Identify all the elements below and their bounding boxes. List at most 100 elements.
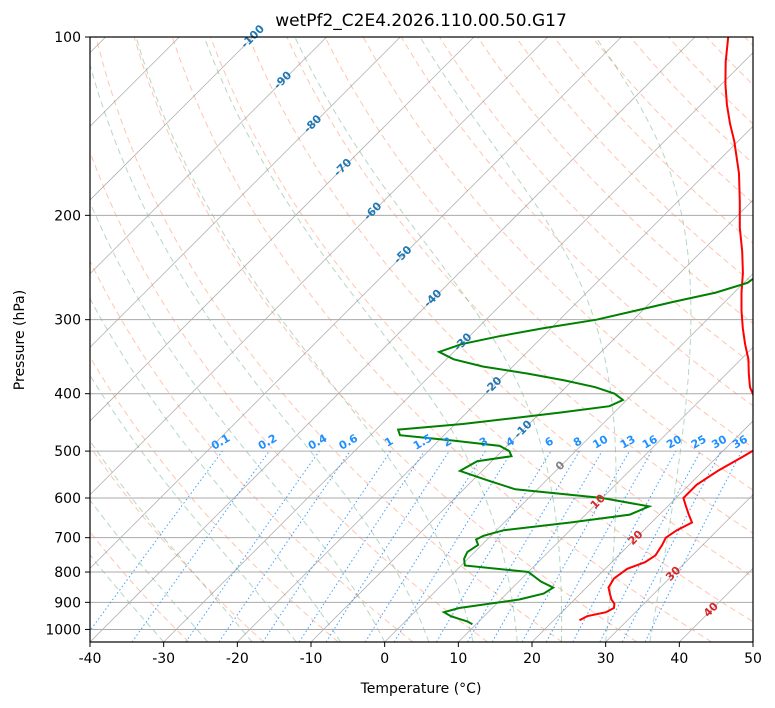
dewpoint-line: [396, 277, 753, 626]
x-tick-label: -20: [226, 651, 249, 667]
dry-adiabat: [171, 37, 712, 642]
mixing-ratio-label: 8: [571, 435, 584, 450]
mixing-ratio-label: 6: [543, 434, 556, 449]
dry-adiabat: [668, 37, 753, 125]
y-tick-label: 200: [54, 208, 81, 224]
isotherm-line: [90, 37, 254, 201]
mixing-ratio-label: 1.5: [411, 432, 434, 453]
moist-adiabat: [294, 37, 563, 642]
x-tick-label: -40: [79, 651, 102, 667]
mixing-ratio-label: 0.1: [209, 432, 232, 453]
dry-adiabat: [515, 37, 753, 284]
mixing-ratio-label: 13: [618, 433, 638, 452]
moist-adiabat: [419, 37, 617, 642]
isotherm-line: [384, 273, 753, 642]
mixing-ratio-label: 20: [664, 432, 684, 451]
temperature-line: [579, 37, 753, 622]
x-tick-label: 0: [380, 651, 389, 667]
mixing-ratio-line: [435, 450, 552, 642]
dry-adiabat: [90, 259, 414, 642]
mixing-ratio-line: [572, 450, 677, 642]
series-lines: [396, 37, 753, 626]
isotherm-line: [163, 52, 753, 642]
mixing-ratio-label: 1: [382, 435, 395, 450]
x-tick-label: -30: [152, 651, 175, 667]
isotherm-line: [679, 567, 753, 642]
isotherm-label: 0: [553, 458, 568, 473]
dry-adiabat: [133, 37, 638, 642]
isotherm-label: -60: [361, 199, 384, 222]
isotherm-line: [90, 37, 327, 275]
isotherm-label: -50: [391, 243, 414, 266]
moist-adiabat: [90, 374, 297, 642]
isotherm-line: [90, 37, 696, 642]
mixing-ratio-label: 3: [477, 435, 490, 450]
mixing-ratio-line: [521, 450, 630, 642]
isotherm-label: -40: [421, 287, 444, 310]
dry-adiabat: [744, 37, 753, 47]
moist-adiabat: [595, 37, 692, 642]
mixing-ratio-line: [185, 450, 320, 642]
y-tick-label: 400: [54, 387, 81, 403]
y-axis-label: Pressure (hPa): [12, 290, 28, 390]
moist-adiabat: [90, 440, 253, 642]
isotherm-line: [90, 37, 622, 569]
isotherm-line: [531, 420, 753, 642]
isotherm-label: -70: [331, 156, 354, 179]
mixing-ratio-label: 16: [640, 432, 660, 451]
mixing-ratio-line: [325, 450, 450, 642]
y-tick-label: 800: [54, 565, 81, 581]
isotherm-label: -30: [451, 330, 474, 353]
mixing-ratio-line: [298, 450, 425, 642]
dry-adiabat: [95, 37, 563, 642]
mixing-ratio-line: [599, 450, 701, 642]
y-tick-label: 1000: [45, 622, 81, 638]
x-tick-label: 50: [744, 651, 762, 667]
y-tick-label: 300: [54, 313, 81, 329]
isotherm-label: -10: [511, 417, 534, 440]
mixing-ratio-line: [393, 450, 513, 642]
y-tick-label: 600: [54, 491, 81, 507]
y-tick-label: 100: [54, 30, 81, 46]
y-axis: 100 200 300 400 500 600 700 800 900 1000: [45, 30, 90, 638]
isotherm-line: [310, 199, 753, 642]
isotherm-line: [90, 37, 475, 422]
dry-adiabat: [324, 37, 753, 491]
y-tick-label: 700: [54, 531, 81, 547]
mixing-ratio-label: 25: [689, 433, 709, 452]
dry-adiabat: [286, 37, 753, 534]
isotherm-line: [90, 37, 401, 348]
isotherm-line: [458, 346, 753, 642]
x-tick-label: 20: [523, 651, 541, 667]
isotherm-line: [752, 641, 753, 642]
mixing-ratio-line: [644, 450, 743, 642]
dry-adiabat: [90, 356, 339, 642]
isotherm-line: [605, 494, 753, 642]
mixing-ratio-line: [90, 450, 223, 632]
mixing-ratio-line: [364, 450, 486, 642]
mixing-ratio-label: 0.4: [306, 431, 330, 452]
x-tick-label: 40: [670, 651, 688, 667]
isotherm-label: -80: [301, 112, 324, 135]
mixing-ratio-label: 36: [730, 432, 750, 451]
mixing-ratio-label: 30: [709, 432, 729, 451]
isotherm-label: 30: [663, 563, 683, 583]
y-tick-label: 900: [54, 595, 81, 611]
dry-adiabat: [90, 445, 264, 642]
moist-adiabat: [90, 297, 341, 642]
dry-adiabat: [248, 37, 753, 578]
x-tick-label: 30: [597, 651, 615, 667]
chart-title: wetPf2_C2E4.2026.110.00.50.G17: [275, 11, 567, 31]
mixing-ratio-line: [545, 450, 653, 642]
dry-adiabat: [553, 37, 753, 244]
isotherm-label: -90: [271, 68, 294, 91]
mixing-ratio-line: [262, 450, 392, 642]
dry-adiabat: [210, 37, 753, 623]
isotherm-label: 10: [588, 491, 608, 511]
dry-adiabat: [591, 37, 753, 204]
isotherm-label: 20: [626, 527, 646, 547]
isotherm-line: [237, 125, 753, 642]
dry-adiabat: [706, 37, 753, 86]
x-tick-label: -10: [300, 651, 323, 667]
